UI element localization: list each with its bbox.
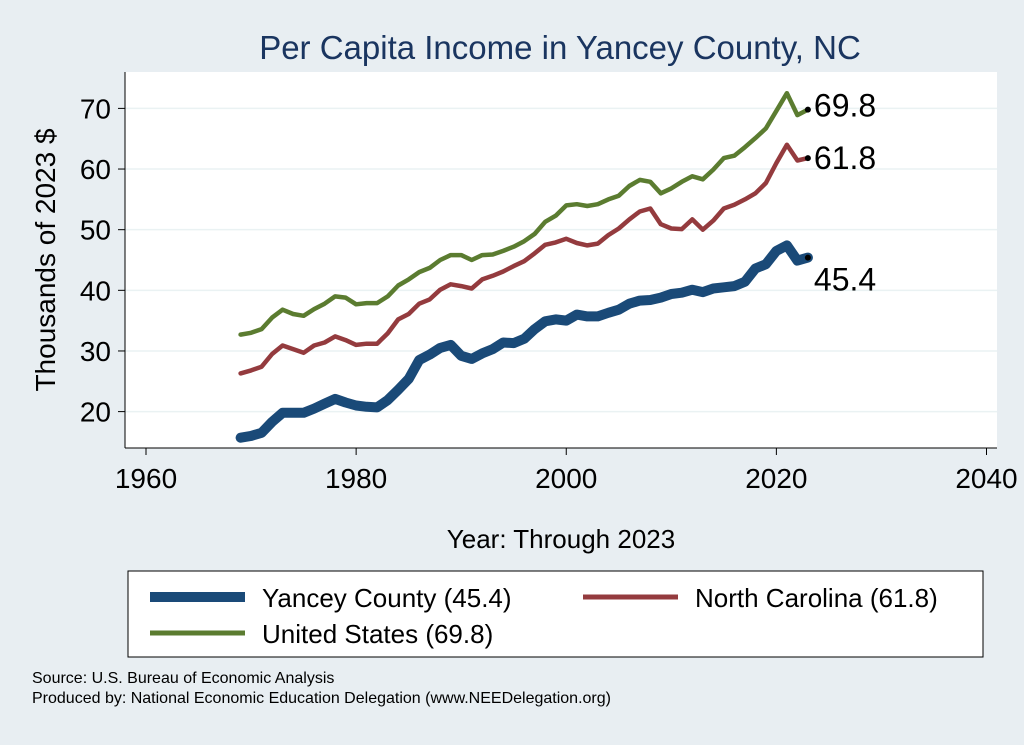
legend-item-north-carolina: North Carolina (61.8) — [583, 583, 938, 613]
axes — [118, 72, 997, 455]
x-tick-label-2000: 2000 — [535, 463, 597, 494]
y-tick-label-50: 50 — [80, 215, 111, 246]
producer-note: Produced by: National Economic Education… — [32, 690, 611, 707]
x-axis-label: Year: Through 2023 — [447, 524, 675, 554]
end-label-united-states: 69.8 — [814, 88, 876, 124]
y-tick-label-40: 40 — [80, 275, 111, 306]
end-label-yancey: 45.4 — [814, 262, 876, 298]
end-labels: 69.8 61.8 45.4 — [804, 88, 876, 298]
legend-box — [127, 570, 984, 658]
y-tick-label-20: 20 — [80, 397, 111, 428]
legend-label-yancey: Yancey County (45.4) — [262, 583, 512, 613]
source-note: Source: U.S. Bureau of Economic Analysis — [32, 670, 335, 687]
x-tick-label-2020: 2020 — [745, 463, 807, 494]
legend-label-united-states: United States (69.8) — [262, 619, 493, 649]
x-tick-label-1980: 1980 — [325, 463, 387, 494]
chart-title: Per Capita Income in Yancey County, NC — [259, 29, 861, 66]
gridlines — [125, 107, 997, 413]
series-line-yancey — [235, 240, 813, 443]
legend-item-yancey: Yancey County (45.4) — [150, 583, 512, 613]
x-tick-label-2040: 2040 — [955, 463, 1017, 494]
end-marker-united-states — [804, 106, 811, 113]
y-tick-label-60: 60 — [80, 154, 111, 185]
end-marker-yancey — [804, 254, 811, 261]
legend-label-north-carolina: North Carolina (61.8) — [695, 583, 938, 613]
end-marker-north-carolina — [804, 155, 811, 162]
plot-area — [125, 72, 997, 448]
end-label-north-carolina: 61.8 — [814, 140, 876, 176]
x-tick-label-1960: 1960 — [115, 463, 177, 494]
y-axis-label: Thousands of 2023 $ — [30, 128, 61, 392]
y-tick-labels: 20 30 40 50 60 70 — [80, 93, 111, 427]
y-tick-label-30: 30 — [80, 336, 111, 367]
series-lines — [235, 90, 813, 443]
y-tick-label-70: 70 — [80, 93, 111, 124]
legend-item-united-states: United States (69.8) — [150, 619, 493, 649]
series-line-north-carolina — [238, 142, 811, 376]
series-line-united-states — [238, 90, 811, 337]
x-tick-labels: 1960 1980 2000 2020 2040 — [115, 463, 1018, 494]
